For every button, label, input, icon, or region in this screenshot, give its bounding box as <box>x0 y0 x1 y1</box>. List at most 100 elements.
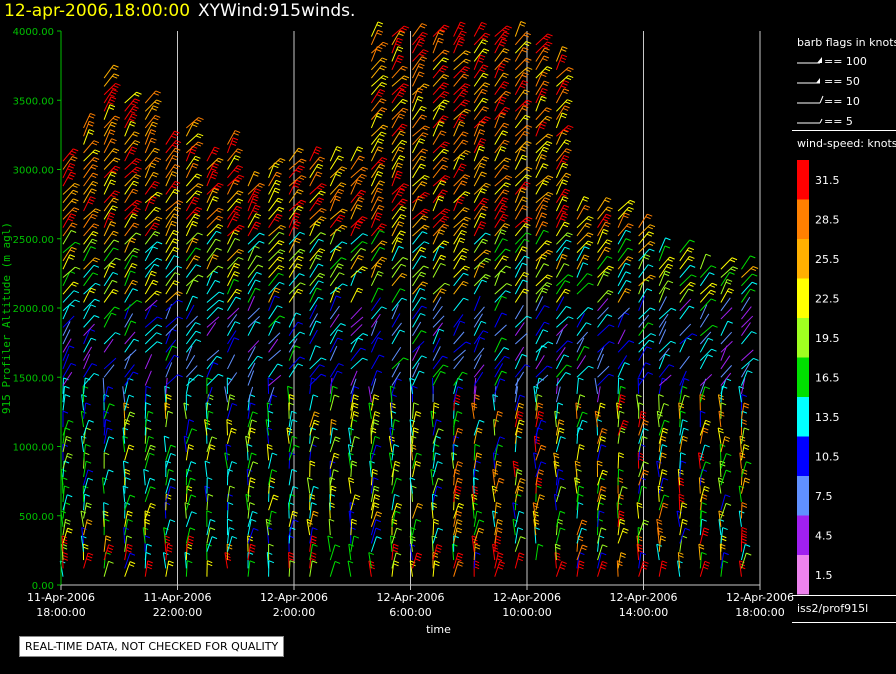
wind-barb <box>103 89 114 104</box>
wind-barb <box>453 511 458 527</box>
wind-barb <box>741 255 751 270</box>
wind-barb <box>617 329 626 345</box>
wind-barb-flag <box>86 502 92 506</box>
wind-barb <box>165 299 179 312</box>
wind-barb-flag <box>518 510 525 514</box>
wind-barb-flag <box>660 538 666 542</box>
wind-barb-flag <box>526 315 532 319</box>
wind-barb-flag <box>360 268 366 272</box>
wind-barb-flag <box>661 444 668 448</box>
wind-barb <box>370 469 374 486</box>
wind-barb <box>288 321 299 336</box>
wind-barb-flag <box>627 201 633 205</box>
wind-barb-flag <box>499 561 505 564</box>
wind-barb-flag <box>480 37 487 41</box>
wind-barb-flag <box>476 430 483 434</box>
wind-barb-flag <box>378 138 385 142</box>
wind-barb <box>350 324 363 337</box>
wind-barb-flag <box>581 547 587 551</box>
wind-barb-flag <box>457 461 464 464</box>
wind-barb-flag <box>112 192 118 196</box>
wind-barb-flag <box>194 192 201 196</box>
wind-barb-flag <box>81 527 87 531</box>
wind-barb-flag <box>213 196 219 199</box>
wind-barb <box>679 386 683 403</box>
wind-barb-flag <box>661 560 668 564</box>
wind-barb-flag <box>561 132 567 136</box>
wind-barb <box>329 313 340 328</box>
wind-barb <box>473 129 481 145</box>
wind-barb-flag <box>108 469 114 473</box>
wind-barb-flag <box>480 190 486 194</box>
wind-barb-flag <box>362 333 369 336</box>
wind-barb-flag <box>701 493 708 497</box>
wind-barb-flag <box>396 165 402 169</box>
wind-barb <box>185 527 191 544</box>
wind-barb-flag <box>565 305 572 309</box>
wind-barb-flag <box>135 174 141 178</box>
wind-barb-flag <box>232 232 239 236</box>
wind-barb-flag <box>656 518 662 522</box>
wind-barb <box>83 552 89 569</box>
wind-barb-flag <box>354 497 360 501</box>
wind-barb-flag <box>424 208 430 212</box>
x-tick-label: 22:00:00 <box>153 606 202 619</box>
wind-barb-flag <box>357 146 364 150</box>
wind-barb-flag <box>211 536 218 540</box>
wind-barb <box>329 386 334 403</box>
wind-barb-flag <box>332 427 338 431</box>
wind-barb-flag <box>156 324 163 328</box>
wind-barb <box>453 428 459 444</box>
wind-barb <box>83 478 89 494</box>
wind-barb-flag <box>545 251 551 255</box>
wind-barb-flag <box>237 148 243 152</box>
wind-barb-flag <box>64 385 70 389</box>
wind-barb <box>658 560 663 577</box>
wind-barb-flag <box>400 263 407 267</box>
wind-barb <box>62 453 69 469</box>
wind-barb <box>370 536 377 552</box>
wind-barb-flag <box>536 483 542 487</box>
wind-barb-flag <box>741 468 748 472</box>
wind-barb-flag <box>604 271 610 274</box>
wind-barb-flag <box>481 100 487 104</box>
wind-barb <box>309 297 319 312</box>
wind-barb-flag <box>164 385 171 389</box>
wind-barb <box>206 270 214 287</box>
wind-barb-flag <box>557 468 564 472</box>
wind-barb <box>410 444 413 461</box>
wind-barb <box>699 386 706 403</box>
wind-barb-flag <box>238 257 244 260</box>
wind-barb-flag <box>213 254 219 258</box>
wind-barb-flag <box>463 60 469 64</box>
wind-barb-flag <box>298 205 304 209</box>
wind-barb-flag <box>112 279 118 283</box>
wind-barb-flag <box>725 281 732 285</box>
wind-barb <box>597 544 603 561</box>
wind-barb-flag <box>501 370 507 374</box>
wind-barb <box>555 205 565 220</box>
wind-barb-flag <box>542 71 548 75</box>
wind-barb-flag <box>109 212 116 216</box>
wind-barb-flag <box>485 257 492 261</box>
wind-barb-flag <box>519 480 525 484</box>
wind-barb-flag <box>501 216 507 220</box>
wind-barb-flag <box>174 164 181 168</box>
wind-barb-flag <box>565 139 571 143</box>
wind-barb <box>679 274 692 287</box>
wind-barb-flag <box>520 248 527 252</box>
wind-barb-flag <box>395 510 401 514</box>
wind-barb-flag <box>393 543 399 547</box>
wind-barb <box>432 528 439 544</box>
wind-barb-flag <box>146 566 152 570</box>
wind-barb <box>412 453 418 469</box>
wind-barb-flag <box>90 337 97 341</box>
wind-barb-flag <box>541 290 547 294</box>
wind-barb <box>554 544 557 561</box>
wind-barb-flag <box>579 394 586 398</box>
wind-barb <box>494 248 506 262</box>
wind-barb <box>83 461 87 478</box>
wind-barb-flag <box>741 535 747 539</box>
wind-barb <box>247 477 251 494</box>
x-tick-label: 18:00:00 <box>36 606 85 619</box>
